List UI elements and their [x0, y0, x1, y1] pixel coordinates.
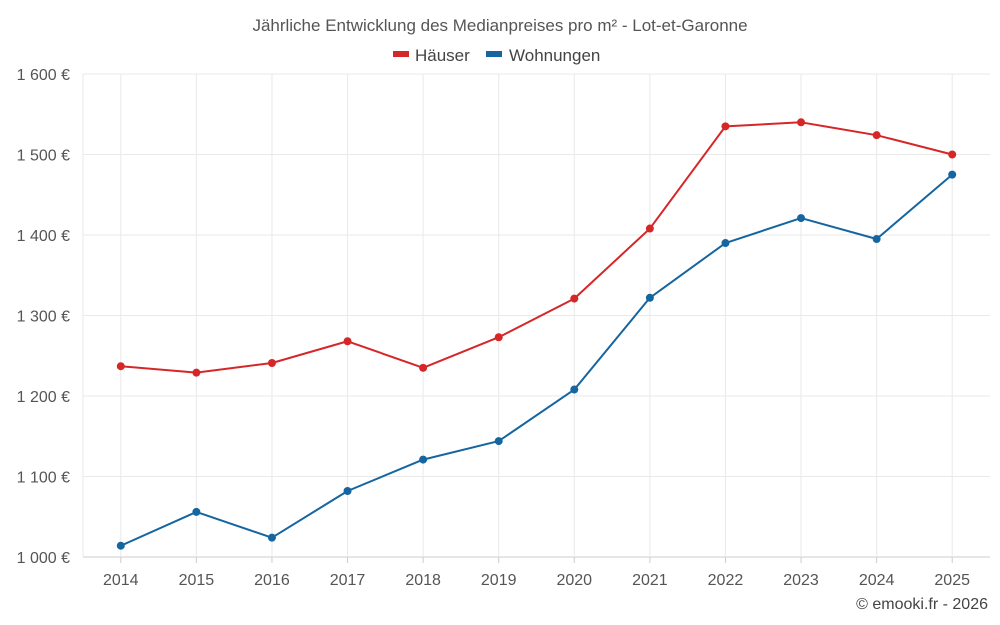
data-point-apartments[interactable]	[419, 455, 428, 464]
data-point-houses[interactable]	[948, 150, 957, 159]
x-tick-label: 2014	[103, 572, 139, 589]
y-tick-label: 1 200 €	[17, 389, 70, 406]
data-point-apartments[interactable]	[494, 437, 503, 446]
x-tick-label: 2015	[179, 572, 215, 589]
series-apartments	[116, 170, 957, 550]
data-point-apartments[interactable]	[267, 533, 276, 542]
data-point-houses[interactable]	[116, 362, 125, 371]
data-point-houses[interactable]	[192, 368, 201, 377]
x-axis: 2014 2015 2016 2017 2018 2019 2020 2021 2022 2023…	[103, 557, 970, 589]
series-line-houses	[120, 121, 953, 374]
data-point-apartments[interactable]	[192, 507, 201, 516]
data-point-houses[interactable]	[419, 363, 428, 372]
data-point-apartments[interactable]	[948, 170, 957, 179]
chart-title: Jährliche Entwicklung des Medianpreises …	[252, 16, 747, 35]
x-tick-label: 2020	[556, 572, 592, 589]
data-point-houses[interactable]	[797, 118, 806, 127]
y-tick-label: 1 500 €	[17, 148, 70, 165]
x-tick-label: 2022	[708, 572, 744, 589]
data-point-houses[interactable]	[570, 294, 579, 303]
data-point-apartments[interactable]	[116, 541, 125, 550]
legend-label-houses: Häuser	[415, 46, 470, 65]
x-tick-label: 2019	[481, 572, 517, 589]
y-tick-label: 1 100 €	[17, 470, 70, 487]
data-point-apartments[interactable]	[721, 239, 730, 248]
y-tick-label: 1 000 €	[17, 550, 70, 567]
grid	[82, 73, 990, 558]
data-point-houses[interactable]	[343, 337, 352, 346]
data-point-apartments[interactable]	[645, 293, 654, 302]
legend-item-apartments[interactable]: Wohnungen	[486, 46, 600, 65]
y-tick-label: 1 600 €	[17, 67, 70, 84]
y-tick-label: 1 400 €	[17, 228, 70, 245]
x-tick-label: 2025	[934, 572, 970, 589]
x-tick-label: 2017	[330, 572, 366, 589]
legend-label-apartments: Wohnungen	[509, 46, 600, 65]
credit-text: © emooki.fr - 2026	[856, 596, 988, 613]
series-houses	[116, 118, 957, 377]
legend-swatch-houses	[393, 51, 409, 57]
data-point-houses[interactable]	[721, 122, 730, 131]
series-line-apartments	[120, 173, 953, 547]
data-point-apartments[interactable]	[797, 214, 806, 223]
data-point-houses[interactable]	[267, 358, 276, 367]
x-tick-label: 2023	[783, 572, 819, 589]
data-point-apartments[interactable]	[872, 235, 881, 244]
legend-item-houses[interactable]: Häuser	[393, 46, 470, 65]
data-point-apartments[interactable]	[570, 385, 579, 394]
data-point-houses[interactable]	[872, 131, 881, 140]
x-tick-label: 2016	[254, 572, 290, 589]
y-tick-label: 1 300 €	[17, 309, 70, 326]
series-layer	[116, 118, 957, 550]
legend-swatch-apartments	[486, 51, 502, 57]
data-point-houses[interactable]	[494, 333, 503, 342]
data-point-houses[interactable]	[645, 224, 654, 233]
x-tick-label: 2024	[859, 572, 895, 589]
y-axis: 1 000 € 1 100 € 1 200 € 1 300 € 1 400 € 1 500…	[17, 67, 70, 567]
x-tick-label: 2018	[405, 572, 441, 589]
x-tick-label: 2021	[632, 572, 668, 589]
legend: Häuser Wohnungen	[393, 46, 600, 65]
data-point-apartments[interactable]	[343, 486, 352, 495]
